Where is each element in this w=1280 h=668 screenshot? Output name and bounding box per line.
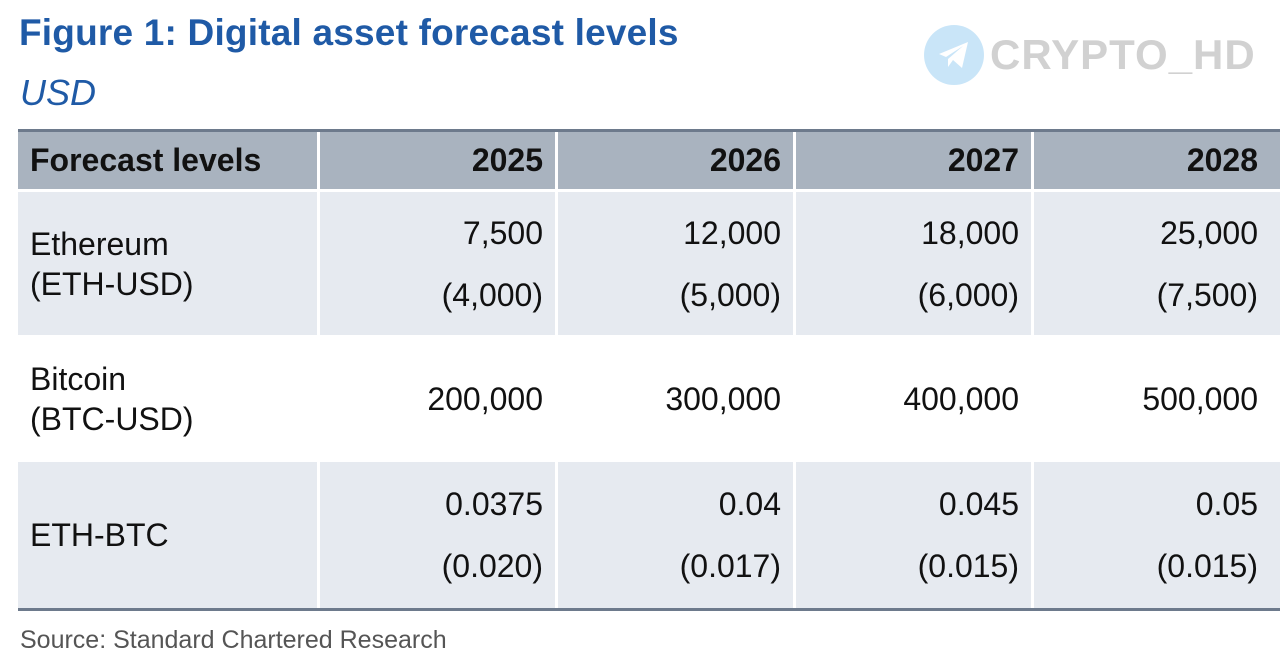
table-cell: 25,000 (7,500) [1034,192,1280,335]
table-header-row: Forecast levels 2025 2026 2027 2028 [18,132,1280,192]
row-label-name: Ethereum [30,225,169,262]
telegram-plane-icon [924,25,984,85]
row-label: Bitcoin (BTC-USD) [18,338,320,459]
table-cell: 7,500 (4,000) [320,192,558,335]
row-label: Ethereum (ETH-USD) [18,192,320,335]
table-cell: 0.05 (0.015) [1034,462,1280,608]
bear-case-value: (0.020) [441,548,543,584]
forecast-table: Forecast levels 2025 2026 2027 2028 Ethe… [18,129,1280,611]
column-header: 2027 [796,132,1034,189]
forecast-value: 18,000 [921,214,1019,251]
bear-case-value: (6,000) [917,276,1019,313]
forecast-value: 300,000 [665,380,781,417]
table-row-eth-usd: Ethereum (ETH-USD) 7,500 (4,000) 12,000 … [18,192,1280,338]
table-cell: 0.0375 (0.020) [320,462,558,608]
table-cell: 500,000 [1034,338,1280,459]
row-label: ETH-BTC [18,462,320,608]
forecast-value: 400,000 [903,380,1019,417]
table-cell: 400,000 [796,338,1034,459]
bear-case-value: (5,000) [679,276,781,313]
table-cell: 0.045 (0.015) [796,462,1034,608]
row-label-ticker: (BTC-USD) [30,400,194,437]
watermark-text: CRYPTO_HD [990,31,1256,78]
bear-case-value: (0.015) [917,548,1019,584]
bear-case-value: (4,000) [441,276,543,313]
column-header: 2028 [1186,142,1258,178]
bear-case-value: (0.015) [1156,548,1258,584]
column-header: 2026 [558,132,796,189]
row-label-ticker: (ETH-USD) [30,265,194,302]
table-cell: 200,000 [320,338,558,459]
forecast-value: 0.045 [938,486,1019,522]
column-header: 2025 [320,132,558,189]
forecast-value: 0.04 [718,486,781,522]
forecast-value: 500,000 [1142,380,1258,417]
row-label-name: Bitcoin [30,360,127,397]
forecast-value: 200,000 [427,380,543,417]
table-cell: 12,000 (5,000) [558,192,796,335]
bear-case-value: (7,500) [1156,276,1258,313]
bear-case-value: (0.017) [679,548,781,584]
table-cell: 18,000 (6,000) [796,192,1034,335]
forecast-value: 12,000 [683,214,781,251]
forecast-value: 25,000 [1160,214,1258,251]
source-note: Source: Standard Chartered Research [20,626,447,654]
row-label-name: ETH-BTC [30,517,169,553]
column-header: Forecast levels [18,132,320,189]
table-cell: 0.04 (0.017) [558,462,796,608]
table-row-btc-usd: Bitcoin (BTC-USD) 200,000 300,000 400,00… [18,338,1280,462]
forecast-value: 0.05 [1195,486,1258,522]
figure-title: Figure 1: Digital asset forecast levels [19,12,679,53]
forecast-value: 0.0375 [445,486,543,522]
figure-subtitle: USD [20,72,97,113]
forecast-value: 7,500 [462,214,543,251]
watermark: CRYPTO_HD [924,24,1256,86]
table-row-eth-btc: ETH-BTC 0.0375 (0.020) 0.04 (0.017) 0.04… [18,462,1280,608]
table-cell: 300,000 [558,338,796,459]
